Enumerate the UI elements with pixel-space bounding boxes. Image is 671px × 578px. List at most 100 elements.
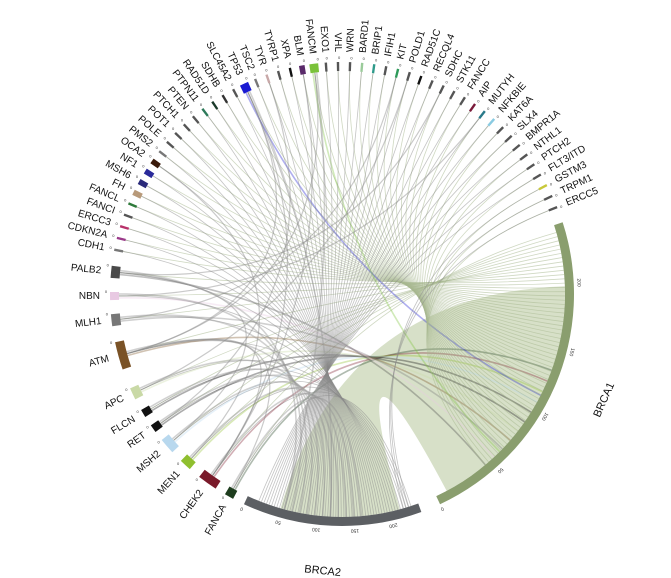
- chord-brca1-oca2: [159, 165, 565, 314]
- tick-label-pot1-0: 0: [172, 126, 175, 131]
- tick-label-fanca-0: 0: [222, 495, 225, 500]
- tick-label-pold1-0: 0: [411, 66, 414, 71]
- segment-arc-bmpr1a: [512, 143, 521, 152]
- tick-label-sdhb-0: 0: [220, 88, 223, 93]
- tick-label-flcn-0: 0: [137, 409, 140, 414]
- tick-label-brca1-200: 200: [575, 278, 581, 287]
- tick-label-ercc5-0: 0: [560, 204, 563, 209]
- segment-arc-fancl: [127, 202, 138, 208]
- chord-brca2-msh6: [146, 185, 367, 516]
- chord-brca1-tyr: [269, 83, 555, 364]
- chord-palb2-brca2-bold: [120, 269, 297, 510]
- segment-arc-fancm: [309, 63, 320, 74]
- chord-brca2-tyrp1: [280, 79, 330, 517]
- ribbon-brca1-brca2: [280, 286, 565, 517]
- tick-label-pten-0: 0: [190, 109, 193, 114]
- chord-brca1-mutyh: [418, 118, 516, 435]
- tick-label-brca1-100: 100: [540, 411, 550, 421]
- segment-arc-palb2: [110, 265, 121, 279]
- segment-arc-blm: [298, 65, 306, 75]
- chord-brca2-brip1: [302, 73, 374, 514]
- chord-tp53-brca1-bold: [245, 92, 542, 396]
- segment-arc-vhl: [336, 62, 340, 72]
- segment-arc-brca2: [243, 496, 422, 526]
- ribbon-layer: [118, 71, 565, 518]
- tick-label-recql4-0: 0: [434, 74, 437, 79]
- tick-label-ercc3-0: 0: [116, 221, 119, 226]
- tick-label-ptpn11-0: 0: [200, 102, 203, 107]
- chord-brca2-tp53: [247, 91, 335, 517]
- segment-arc-msh6: [137, 179, 149, 189]
- tick-label-atm-0: 0: [110, 340, 113, 345]
- tick-label-stk11-0: 0: [456, 85, 459, 90]
- gene-label-flcn: FLCN: [109, 414, 137, 437]
- chord-atm-tp53: [126, 91, 278, 355]
- segment-arc-exo1: [324, 62, 328, 72]
- chord-brca2-oca2: [159, 165, 361, 517]
- segment-arc-atm: [115, 340, 132, 370]
- chord-brca2-nthl1: [263, 159, 521, 504]
- chord-brca2-msh2: [173, 380, 404, 509]
- gene-label-wrn: WRN: [345, 28, 357, 52]
- tick-label-men1-0: 0: [177, 461, 180, 466]
- chord-brca2-fancl: [136, 206, 372, 516]
- chord-men1-oca2: [158, 165, 261, 459]
- tick-label-brip1-0: 0: [375, 58, 378, 63]
- chord-men1-brca1-bold: [192, 354, 543, 461]
- chord-nbn-mutyh: [119, 117, 480, 297]
- chord-brca2-sdhb: [226, 102, 339, 517]
- chord-brca2-ercc3: [128, 228, 377, 515]
- segment-arc-pole: [166, 140, 175, 149]
- tick-label-chek2-0: 0: [196, 477, 199, 482]
- chord-brca2-pole: [173, 147, 356, 517]
- segment-arc-nfkbie: [487, 118, 496, 127]
- chord-brca2-ercc5: [389, 210, 549, 509]
- segment-arc-men1: [180, 454, 196, 470]
- tick-label-tyr-0: 0: [265, 68, 268, 73]
- chord-brca1-ptch2: [426, 168, 528, 454]
- chord-brca1-sdhc: [405, 93, 526, 421]
- tick-label-brca2-150: 150: [350, 527, 359, 533]
- chord-brca1-pms2: [166, 156, 564, 318]
- chord-mlh1-brca2-bold: [120, 314, 308, 514]
- tick-label-mutyh-0: 0: [487, 106, 490, 111]
- segment-arc-mutyh: [478, 110, 486, 119]
- tick-label-cdkn2a-0: 0: [112, 233, 115, 238]
- tick-label-palb2-0: 0: [107, 262, 110, 267]
- chord-brca1-exo1: [326, 71, 547, 384]
- chord-brca2-flcn: [150, 368, 399, 510]
- tick-label-mlh1-0: 0: [106, 312, 109, 317]
- chord-brca2-trpm1: [390, 199, 545, 508]
- gene-label-bard1: BARD1: [358, 19, 372, 54]
- chord-msh2-brca1-bold: [174, 355, 538, 443]
- tick-label-trpm1-0: 0: [555, 192, 558, 197]
- tick-label-vhl-0: 0: [338, 55, 341, 60]
- tick-label-fancc-0: 0: [467, 92, 470, 97]
- chord-apc-pold1: [140, 80, 408, 391]
- chord-brca1-fancc: [412, 104, 521, 428]
- tick-label-pole-0: 0: [164, 135, 167, 140]
- tick-label-nthl1-0: 0: [530, 150, 533, 155]
- tick-label-blm-0: 0: [303, 58, 306, 63]
- chord-brca1-bmpr1a: [424, 150, 514, 448]
- gene-label-mlh1: MLH1: [74, 316, 102, 330]
- segment-arc-nf1: [143, 168, 155, 179]
- tick-label-tp53-0: 0: [245, 75, 248, 80]
- chord-brca2-pten: [198, 122, 348, 517]
- gene-label-kit: KIT: [395, 43, 409, 61]
- segment-arc-nbn: [109, 291, 120, 301]
- chord-brca1-slx4: [423, 141, 508, 445]
- chord-brca1-xpa: [291, 76, 552, 372]
- chord-brca2-ifih1: [300, 75, 385, 514]
- tick-label-nf1-0: 0: [142, 164, 145, 169]
- chord-brca1-stk11: [409, 98, 524, 425]
- tick-label-msh2-0: 0: [157, 440, 160, 445]
- segment-arc-kat6a: [496, 126, 505, 135]
- chord-nbn-brca1-bold: [119, 297, 495, 458]
- segment-arc-oca2: [150, 158, 161, 169]
- chord-chek2-blm: [212, 74, 313, 476]
- chord-fanca-atm: [126, 339, 271, 490]
- chord-brca1-fanca: [233, 232, 557, 489]
- gene-label-fancm: FANCM: [303, 18, 318, 54]
- gene-label-blm: BLM: [291, 34, 305, 56]
